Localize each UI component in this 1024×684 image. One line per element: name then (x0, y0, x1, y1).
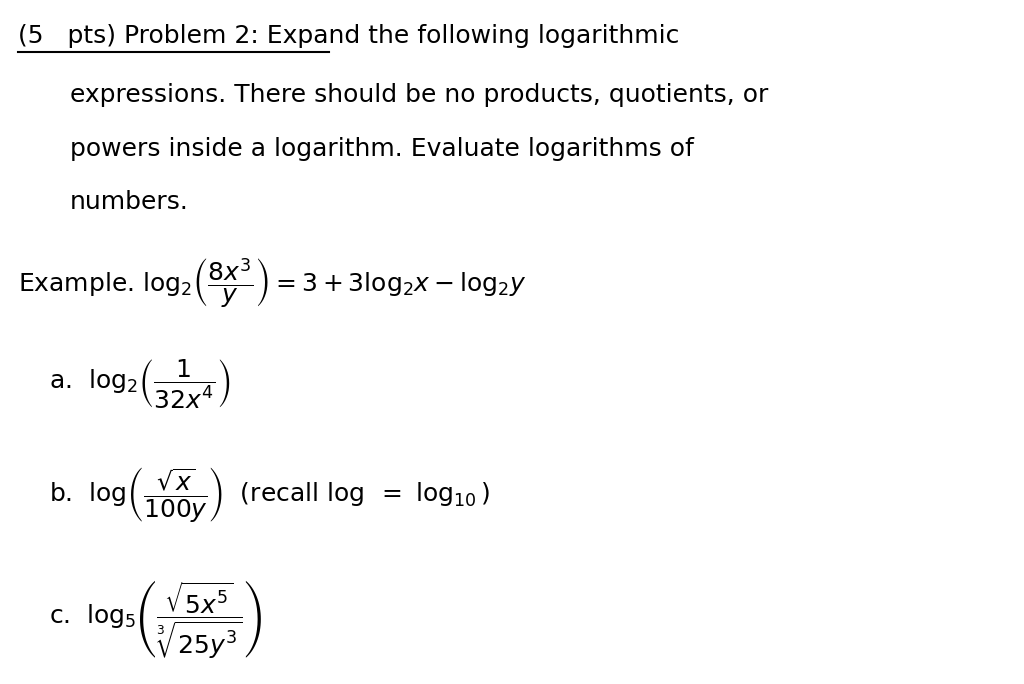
Text: a.  $\log_2\!\left(\dfrac{1}{32x^4}\right)$: a. $\log_2\!\left(\dfrac{1}{32x^4}\right… (49, 357, 230, 410)
Text: c.  $\log_5\!\left(\dfrac{\sqrt{5x^5}}{\sqrt[3]{25y^3}}\right)$: c. $\log_5\!\left(\dfrac{\sqrt{5x^5}}{\s… (49, 578, 262, 661)
Text: (5   pts) Problem 2: Expand the following logarithmic: (5 pts) Problem 2: Expand the following … (18, 24, 680, 48)
Text: powers inside a logarithm. Evaluate logarithms of: powers inside a logarithm. Evaluate loga… (70, 137, 693, 161)
Text: Example. $\log_2\!\left(\dfrac{8x^3}{y}\right) = 3 + 3\log_2\! x - \log_2\! y$: Example. $\log_2\!\left(\dfrac{8x^3}{y}\… (18, 256, 527, 311)
Text: b.  $\log\!\left(\dfrac{\sqrt{x}}{100y}\right)\;$ (recall $\log\ =\ \log_{10}$): b. $\log\!\left(\dfrac{\sqrt{x}}{100y}\r… (49, 465, 490, 524)
Text: expressions. There should be no products, quotients, or: expressions. There should be no products… (70, 83, 768, 107)
Text: numbers.: numbers. (70, 190, 188, 214)
